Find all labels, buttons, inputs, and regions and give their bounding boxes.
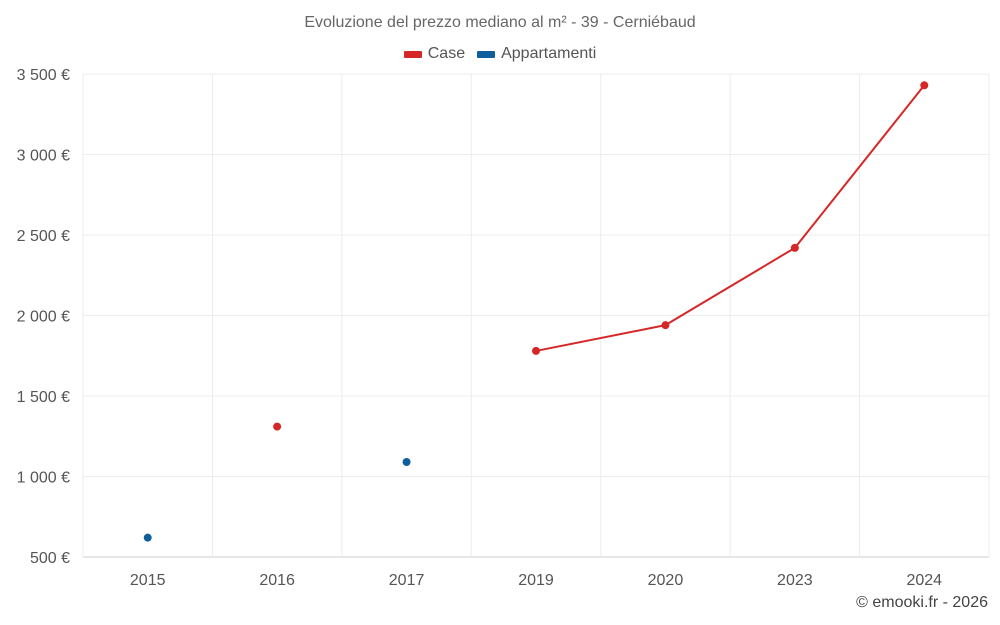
legend-label-appartamenti: Appartamenti bbox=[501, 45, 597, 62]
legend-label-case: Case bbox=[427, 45, 466, 62]
series-line-segment bbox=[535, 324, 666, 352]
y-tick-label: 2 000 € bbox=[17, 309, 70, 326]
x-tick-label: 2016 bbox=[259, 572, 295, 589]
y-tick-label: 1 000 € bbox=[17, 470, 70, 487]
series-line-segment bbox=[664, 247, 796, 327]
y-tick-label: 3 000 € bbox=[17, 148, 70, 165]
y-tick-label: 2 500 € bbox=[17, 228, 70, 245]
data-point-case bbox=[920, 81, 929, 90]
legend-item-appartamenti[interactable]: Appartamenti bbox=[477, 45, 596, 63]
data-point-case bbox=[661, 321, 670, 330]
copyright-text: © emooki.fr - 2026 bbox=[856, 594, 988, 611]
x-tick-label: 2020 bbox=[648, 572, 684, 589]
data-point-appartamenti bbox=[143, 533, 152, 542]
y-tick-label: 1 500 € bbox=[17, 389, 70, 406]
x-tick-label: 2015 bbox=[130, 572, 166, 589]
data-point-case bbox=[273, 422, 282, 431]
x-tick-label: 2024 bbox=[906, 572, 942, 589]
legend-swatch-case bbox=[403, 50, 422, 58]
legend: Case Appartamenti bbox=[0, 45, 1000, 63]
y-tick-label: 500 € bbox=[30, 550, 70, 567]
data-point-case bbox=[790, 243, 799, 252]
legend-swatch-appartamenti bbox=[477, 50, 496, 58]
y-tick-label: 3 500 € bbox=[17, 67, 70, 84]
series-line-segment bbox=[794, 84, 926, 249]
data-point-appartamenti bbox=[402, 458, 411, 467]
legend-item-case[interactable]: Case bbox=[403, 45, 466, 63]
x-tick-label: 2019 bbox=[518, 572, 554, 589]
x-tick-label: 2023 bbox=[777, 572, 813, 589]
chart-title: Evoluzione del prezzo mediano al m² - 39… bbox=[304, 14, 696, 31]
x-tick-label: 2017 bbox=[389, 572, 425, 589]
data-point-case bbox=[532, 346, 540, 355]
